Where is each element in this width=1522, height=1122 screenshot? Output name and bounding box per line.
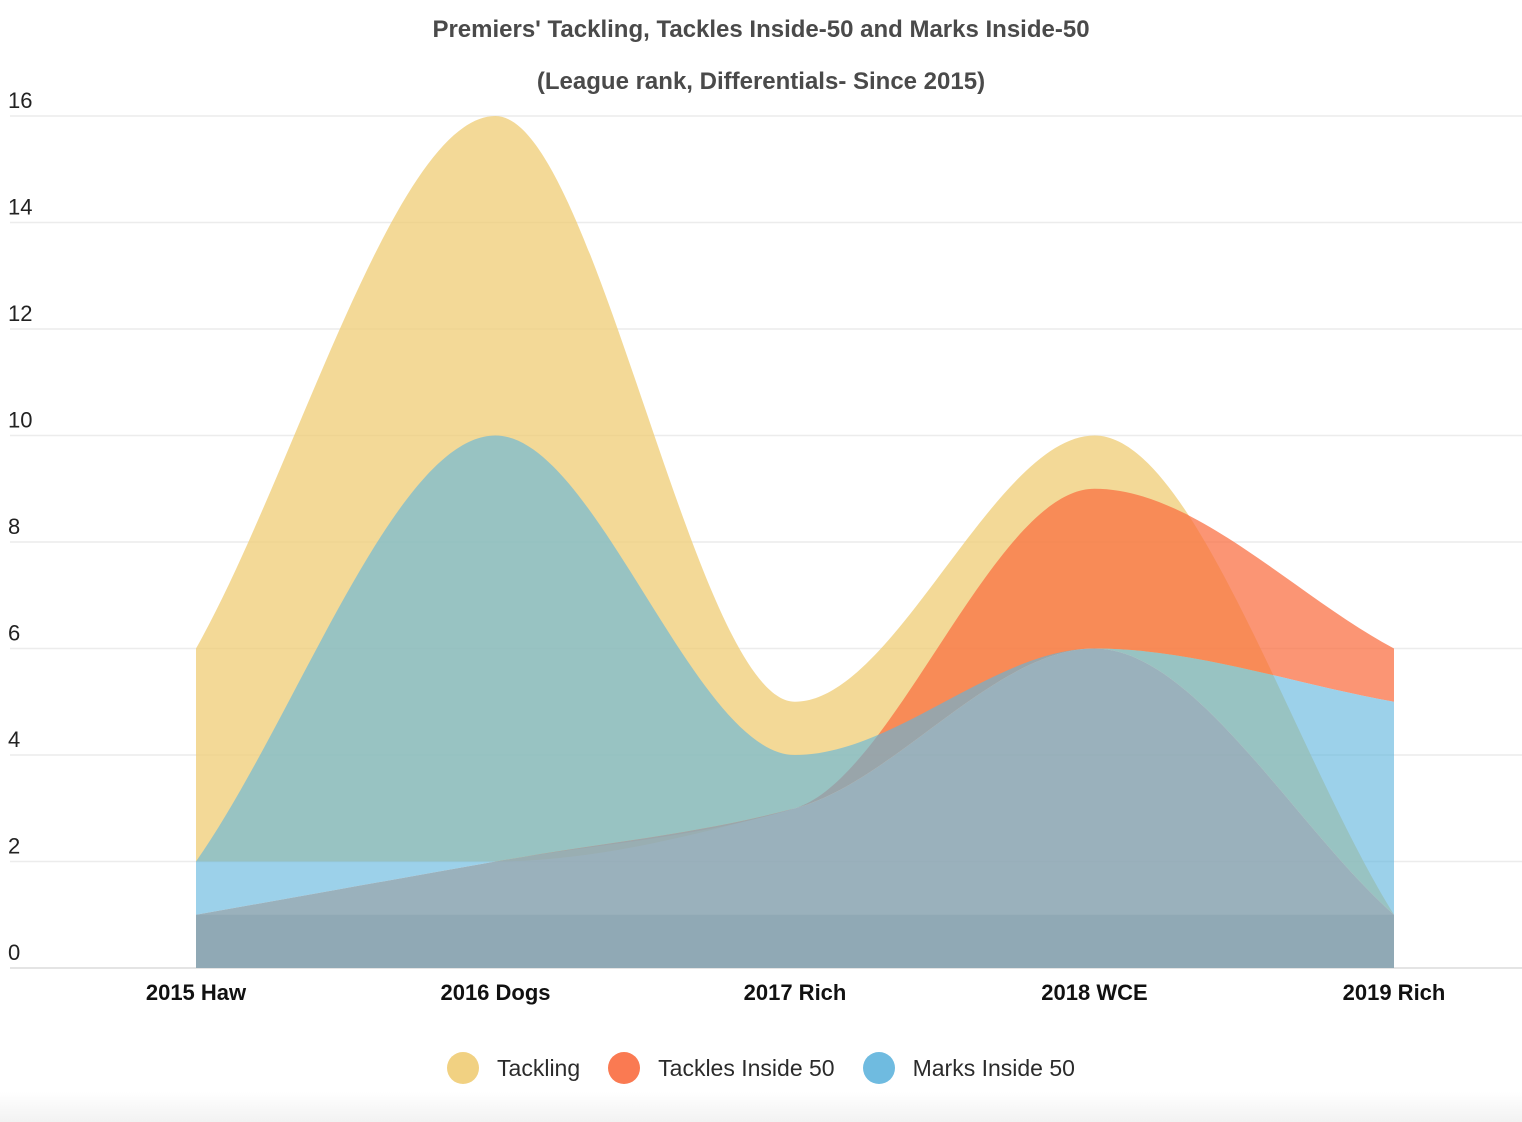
x-tick-label: 2015 Haw: [146, 980, 247, 1005]
y-tick-label: 12: [8, 301, 32, 326]
y-axis: 0 2 4 6 8 10 12 14 16: [8, 88, 32, 965]
area-series-1: [196, 488, 1394, 915]
y-tick-label: 6: [8, 621, 20, 646]
legend-item-tackling[interactable]: Tackling: [447, 1052, 580, 1084]
x-tick-label: 2016 Dogs: [440, 980, 550, 1005]
legend-swatch-tackles-inside-50: [608, 1052, 641, 1084]
y-tick-label: 4: [8, 727, 20, 752]
overlap-floor-area: [196, 648, 1394, 968]
area-layer: [196, 116, 1394, 968]
y-tick-label: 10: [8, 408, 32, 433]
legend-label-marks-inside-50: Marks Inside 50: [912, 1054, 1075, 1081]
footer-band: [0, 1092, 1522, 1122]
y-tick-label: 2: [8, 834, 20, 859]
y-tick-label: 8: [8, 514, 20, 539]
legend-item-tackles-inside-50[interactable]: Tackles Inside 50: [608, 1052, 835, 1084]
x-axis: 2015 Haw 2016 Dogs 2017 Rich 2018 WCE 2019 R…: [146, 980, 1446, 1005]
x-tick-label: 2017 Rich: [744, 980, 847, 1005]
legend: Tackling Tackles Inside 50 Marks Inside …: [0, 1052, 1522, 1084]
y-tick-label: 16: [8, 88, 32, 113]
y-tick-label: 0: [8, 940, 20, 965]
legend-swatch-tackling: [447, 1052, 480, 1084]
legend-label-tackling: Tackling: [497, 1054, 581, 1081]
legend-item-marks-inside-50[interactable]: Marks Inside 50: [862, 1052, 1075, 1084]
chart-title: Premiers' Tackling, Tackles Inside-50 an…: [432, 16, 1090, 43]
chart-subtitle: (League rank, Differentials- Since 2015): [536, 68, 986, 95]
legend-swatch-marks-inside-50: [862, 1052, 895, 1084]
legend-label-tackles-inside-50: Tackles Inside 50: [658, 1054, 835, 1081]
area-chart: 0 2 4 6 8 10 12 14 16 2015 Haw 2016 Dogs 2017 Rich…: [8, 88, 1522, 1005]
x-tick-label: 2019 Rich: [1343, 980, 1446, 1005]
x-tick-label: 2018 WCE: [1041, 980, 1147, 1005]
y-tick-label: 14: [8, 195, 32, 220]
area-series-2: [196, 435, 1394, 915]
